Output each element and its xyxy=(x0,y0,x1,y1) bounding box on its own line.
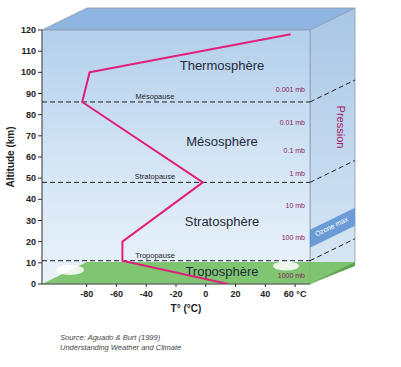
y-tick xyxy=(38,284,42,285)
pause-label: Mésopause xyxy=(136,92,175,101)
y-tick xyxy=(38,72,42,73)
y-tick-label: 60 xyxy=(26,152,36,162)
x-tick-label: 60 °C xyxy=(284,289,307,299)
y-axis-title: Altitude (km) xyxy=(5,126,16,187)
temperature-line xyxy=(82,34,290,284)
x-tick-label: 40 xyxy=(260,289,270,299)
x-tick-label: -80 xyxy=(80,289,93,299)
ozone-label: Ozone max xyxy=(314,215,350,237)
pressure-label: 1 mb xyxy=(289,170,305,177)
top-face xyxy=(42,8,355,30)
y-tick-label: 110 xyxy=(21,46,36,56)
x-tick xyxy=(86,284,87,287)
pause-line-side xyxy=(310,160,355,182)
pause-line xyxy=(42,182,310,183)
x-tick-label: -20 xyxy=(169,289,182,299)
y-tick xyxy=(38,114,42,115)
x-tick-label: -40 xyxy=(140,289,153,299)
x-tick xyxy=(205,284,206,287)
pause-line xyxy=(42,260,310,261)
x-tick xyxy=(295,284,296,287)
pressure-label: 0.001 mb xyxy=(276,86,305,93)
plot-area xyxy=(82,34,290,284)
ground xyxy=(42,262,355,284)
y-tick xyxy=(38,199,42,200)
x-tick xyxy=(176,284,177,287)
source-text: Source: Aguado & Burt (1999) xyxy=(60,333,161,342)
y-tick-label: 90 xyxy=(26,89,36,99)
pressure-label: 0.01 mb xyxy=(280,119,305,126)
pause-label: Stratopause xyxy=(135,172,175,181)
source-text: Understanding Weather and Climate xyxy=(60,343,181,352)
y-tick xyxy=(38,178,42,179)
x-tick xyxy=(146,284,147,287)
x-tick-label: 20 xyxy=(231,289,241,299)
layer-label: Stratosphère xyxy=(185,214,259,229)
y-tick-label: 20 xyxy=(26,237,36,247)
y-tick-label: 70 xyxy=(26,131,36,141)
layer-label: Thermosphère xyxy=(180,58,265,73)
y-tick-label: 40 xyxy=(26,194,36,204)
pressure-label: 100 mb xyxy=(282,234,305,241)
cloud xyxy=(56,265,84,275)
pressure-label: 1000 mb xyxy=(278,272,305,279)
front-face xyxy=(42,30,310,284)
pause-label: Tropopause xyxy=(135,251,175,260)
x-tick xyxy=(235,284,236,287)
y-tick-label: 0 xyxy=(31,279,36,289)
x-tick xyxy=(116,284,117,287)
pause-line-side xyxy=(310,239,355,261)
x-tick xyxy=(265,284,266,287)
x-axis-title: T° (°C) xyxy=(171,303,202,314)
y-tick xyxy=(38,241,42,242)
y-tick-label: 10 xyxy=(26,258,36,268)
x-tick-label: -60 xyxy=(110,289,123,299)
y-tick xyxy=(38,30,42,31)
y-tick-label: 50 xyxy=(26,173,36,183)
y-tick xyxy=(38,93,42,94)
y-tick-label: 100 xyxy=(21,67,36,77)
pressure-title: Pression xyxy=(335,106,347,149)
pressure-label: 0.1 mb xyxy=(284,147,306,154)
atmosphere-chart: Ozone max 0 10 20 30 40 50 60 70 80 90 100 110 120 -80… xyxy=(0,0,401,367)
side-face xyxy=(310,8,355,284)
cloud xyxy=(273,262,299,271)
pause-line-side xyxy=(310,80,355,102)
y-tick xyxy=(38,135,42,136)
layer-label: Mésosphère xyxy=(186,134,258,149)
ground-side xyxy=(310,262,355,284)
y-tick-label: 30 xyxy=(26,216,36,226)
y-tick xyxy=(38,157,42,158)
y-tick-label: 120 xyxy=(21,25,36,35)
x-tick-label: 0 xyxy=(203,289,208,299)
y-tick xyxy=(38,220,42,221)
pressure-label: 10 mb xyxy=(286,202,306,209)
y-tick-label: 80 xyxy=(26,110,36,120)
y-tick xyxy=(38,51,42,52)
y-tick xyxy=(38,262,42,263)
